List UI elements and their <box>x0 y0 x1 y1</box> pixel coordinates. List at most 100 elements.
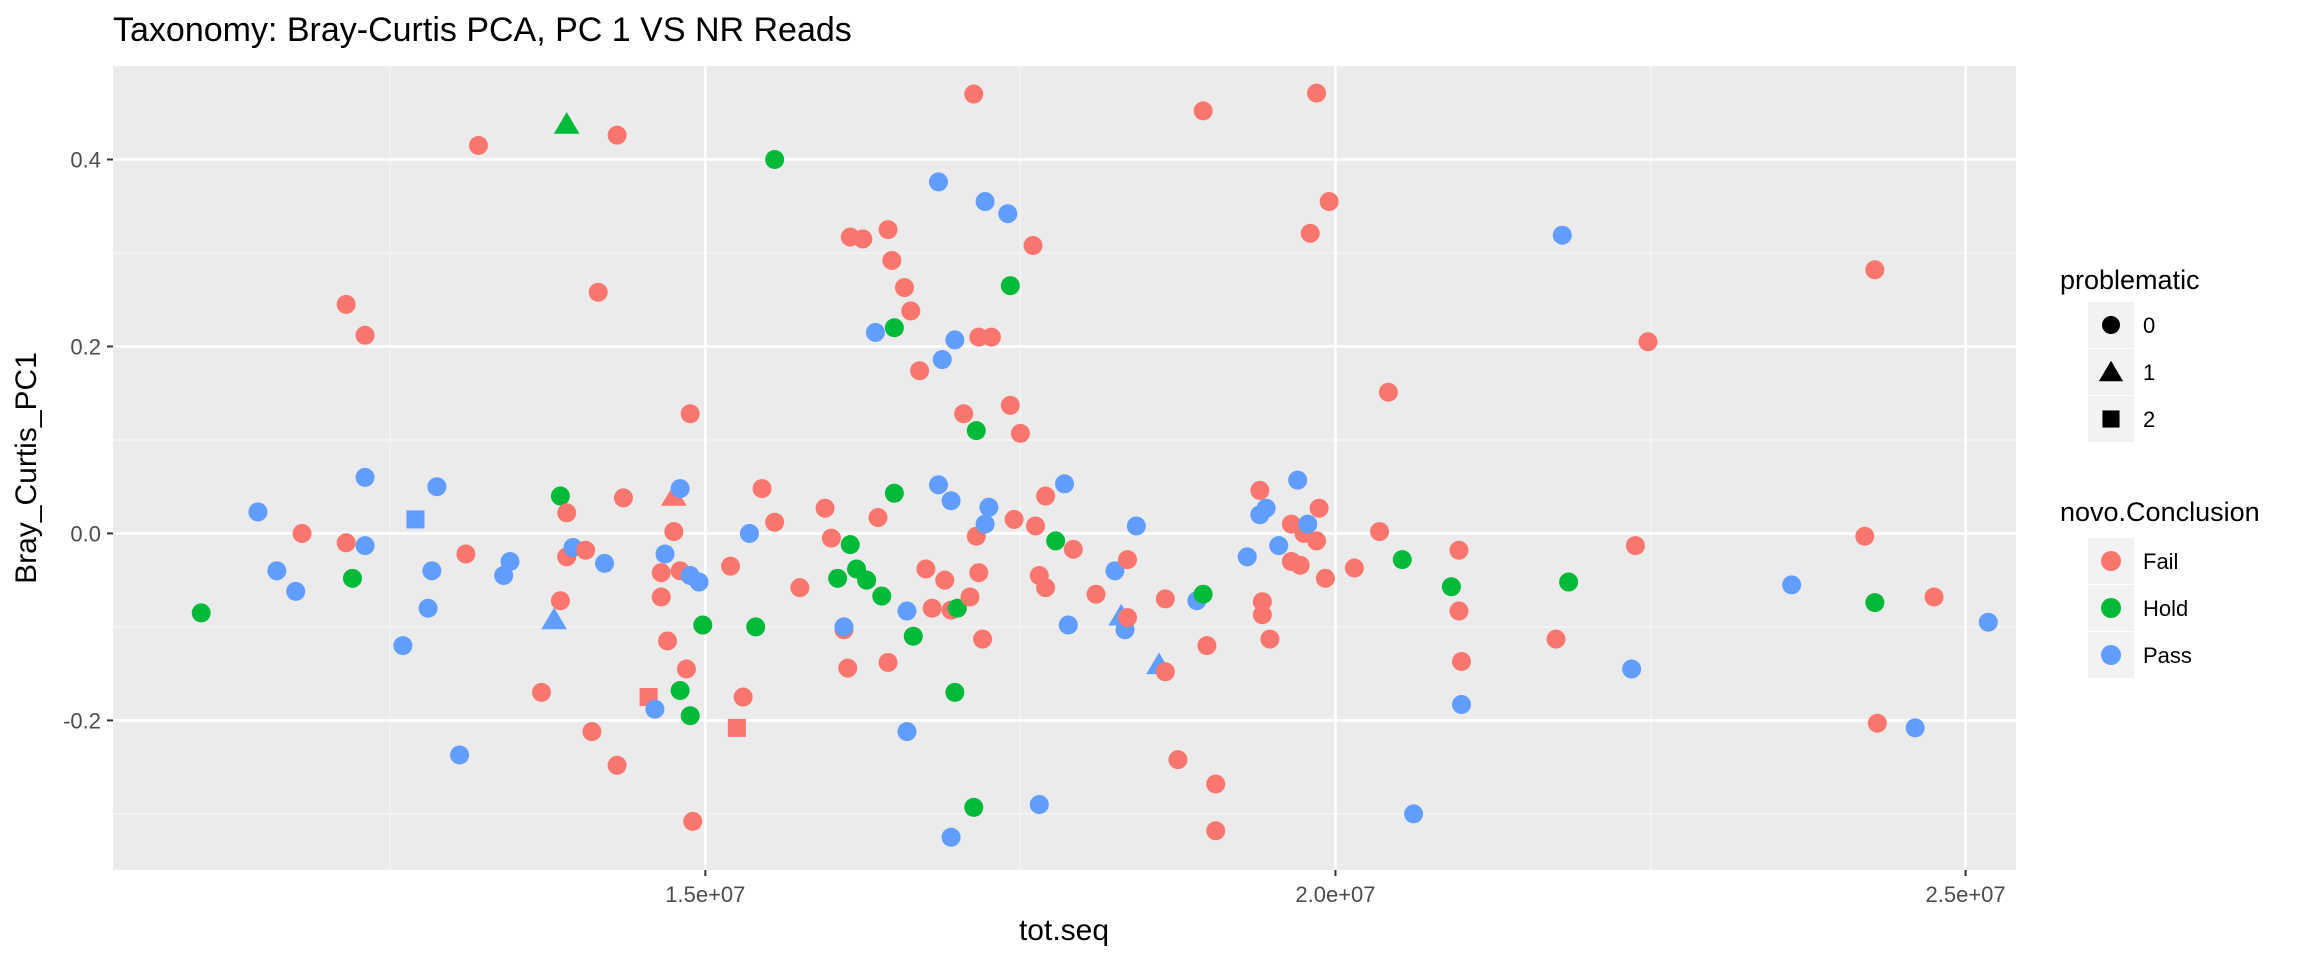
data-point <box>1029 795 1049 815</box>
x-tick-label: 2.5e+07 <box>1926 882 2006 907</box>
data-point <box>613 488 633 508</box>
data-point <box>1046 531 1066 551</box>
data-point <box>884 318 904 338</box>
data-point <box>1378 382 1398 402</box>
data-point <box>878 220 898 240</box>
data-point <box>1260 629 1280 649</box>
data-point <box>1782 575 1802 595</box>
data-point <box>1250 480 1270 500</box>
data-point <box>336 533 356 553</box>
data-point <box>1036 578 1056 598</box>
x-axis-title: tot.seq <box>1019 914 1109 947</box>
chart-title: Taxonomy: Bray-Curtis PCA, PC 1 VS NR Re… <box>113 11 852 49</box>
plot-panel <box>113 66 2016 870</box>
data-point <box>1552 225 1572 245</box>
data-point <box>941 491 961 511</box>
data-point <box>1867 713 1887 733</box>
data-point <box>901 301 921 321</box>
data-point <box>1449 601 1469 621</box>
data-point <box>1855 526 1875 546</box>
legend-problematic-title: problematic <box>2060 265 2200 295</box>
data-point <box>286 581 306 601</box>
data-point <box>897 601 917 621</box>
data-point <box>670 479 690 499</box>
data-point <box>897 722 917 742</box>
data-point <box>966 421 986 441</box>
data-point <box>973 629 993 649</box>
major-gridlines <box>113 66 2016 870</box>
data-point <box>903 626 923 646</box>
data-point <box>1404 804 1424 824</box>
data-point <box>941 827 961 847</box>
data-point <box>872 586 892 606</box>
data-point <box>1441 577 1461 597</box>
legend-problematic: problematic 0 1 2 <box>2060 265 2200 442</box>
data-point <box>1206 774 1226 794</box>
data-point <box>557 503 577 523</box>
data-point <box>670 681 690 701</box>
data-point <box>790 578 810 598</box>
data-point <box>1197 636 1217 656</box>
data-point <box>1126 516 1146 536</box>
data-point <box>853 229 873 249</box>
data-point <box>1193 101 1213 121</box>
data-point <box>1155 589 1175 609</box>
data-point <box>838 658 858 678</box>
data-point <box>1924 587 1944 607</box>
data-point <box>576 540 596 560</box>
data-point <box>355 536 375 556</box>
data-point <box>676 659 696 679</box>
legend-novo-conclusion-title: novo.Conclusion <box>2060 497 2260 527</box>
data-point <box>1451 695 1471 715</box>
data-point <box>1206 821 1226 841</box>
data-point <box>964 84 984 104</box>
data-point <box>857 570 877 590</box>
data-point <box>1155 662 1175 682</box>
data-point <box>1269 536 1289 556</box>
data-point <box>1344 558 1364 578</box>
data-point <box>1000 276 1020 296</box>
data-point <box>998 204 1018 224</box>
data-point <box>680 404 700 424</box>
data-point <box>645 699 665 719</box>
data-point <box>393 636 413 656</box>
data-point <box>468 135 488 155</box>
data-point <box>355 467 375 487</box>
data-point <box>969 563 989 583</box>
data-point <box>541 607 567 630</box>
data-point <box>1865 593 1885 613</box>
data-point <box>765 149 785 169</box>
data-point <box>960 587 980 607</box>
data-point <box>916 559 936 579</box>
data-point <box>945 682 965 702</box>
data-point <box>947 598 967 618</box>
legend-label: 0 <box>2143 313 2155 338</box>
x-tick-label: 1.5e+07 <box>665 882 745 907</box>
data-point <box>1252 605 1272 625</box>
y-tick-label: 0.2 <box>70 334 101 359</box>
data-point <box>1026 516 1046 536</box>
data-point <box>588 282 608 302</box>
data-point <box>840 535 860 555</box>
data-point <box>828 568 848 588</box>
data-point <box>721 556 741 576</box>
data-point <box>964 797 984 817</box>
y-axis: -0.2 0.0 0.2 0.4 <box>63 147 113 733</box>
data-point <box>975 192 995 212</box>
data-point <box>342 568 362 588</box>
data-point <box>595 553 615 573</box>
data-point <box>1865 260 1885 280</box>
data-point <box>427 477 447 497</box>
legend-novo-conclusion: novo.Conclusion Fail Hold Pass <box>2060 497 2260 678</box>
data-point <box>1300 223 1320 243</box>
data-point <box>500 551 520 571</box>
data-point <box>945 330 965 350</box>
data-point <box>928 475 948 495</box>
data-point <box>1559 572 1579 592</box>
y-tick-label: -0.2 <box>63 708 101 733</box>
x-axis: 1.5e+07 2.0e+07 2.5e+07 <box>665 870 2006 907</box>
legend-label: 1 <box>2143 360 2155 385</box>
data-point <box>406 510 425 529</box>
data-point <box>865 322 885 342</box>
